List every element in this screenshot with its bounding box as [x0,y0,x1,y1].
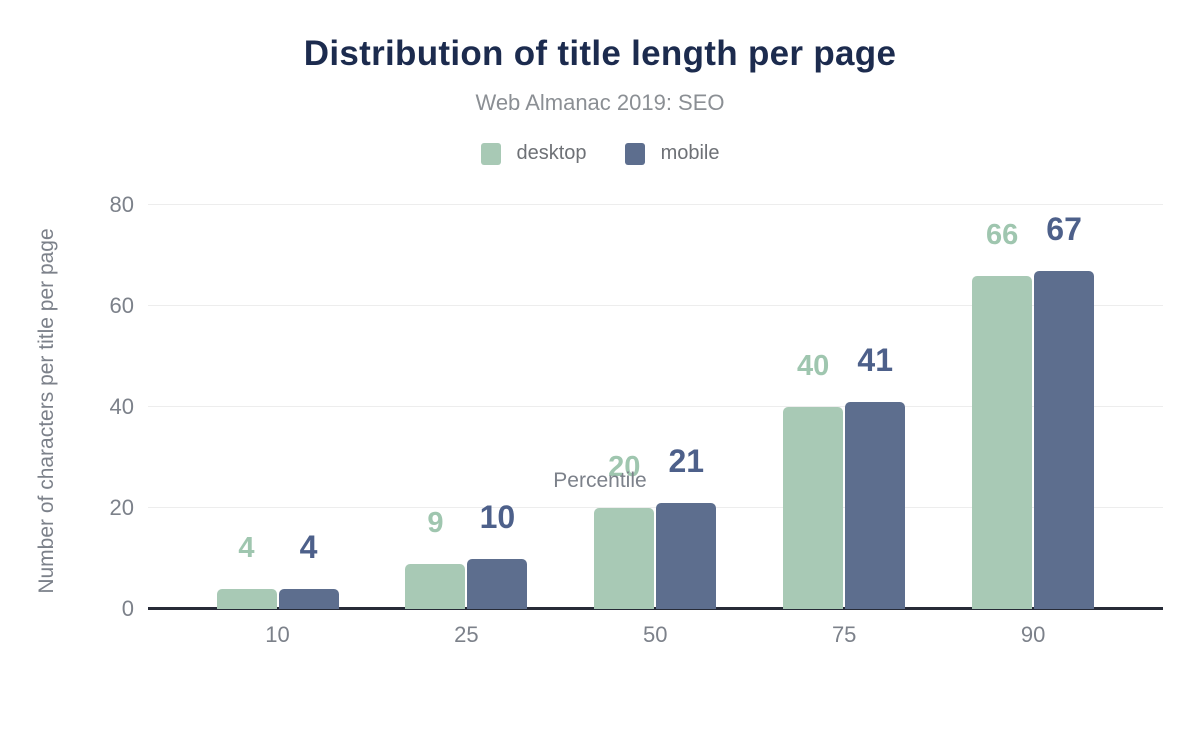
bar-desktop-p10 [216,588,277,609]
bar-value-mobile-p25: 10 [479,498,516,535]
bar-value-desktop-p25: 9 [427,506,444,539]
bar-mobile-p90 [1034,270,1095,609]
bar-group-25: 9 10 [405,205,528,609]
bar-group-50: 20 21 [594,205,717,609]
y-tick-label-80: 80 [109,192,134,217]
gridline-20 [148,507,1163,508]
x-tick-label-25: 25 [454,622,479,647]
y-tick-label-0: 0 [121,596,134,621]
bar-value-mobile-p10: 4 [299,528,318,565]
bar-group-75: 40 41 [783,205,906,609]
bar-value-desktop-p75: 40 [797,350,830,382]
bar-desktop-p50 [594,508,655,609]
gridline-60 [148,305,1163,306]
x-tick-label-50: 50 [643,622,668,647]
legend-item-mobile[interactable]: mobile [624,142,720,165]
desktop-swatch-icon [480,142,501,165]
gridline-80 [148,204,1163,205]
legend: desktop mobile [0,142,1200,165]
y-tick-label-40: 40 [109,394,134,419]
y-tick-label-20: 20 [109,495,134,520]
x-tick-label-10: 10 [265,622,290,647]
legend-item-desktop[interactable]: desktop [480,142,587,165]
plot-area: 0 20 40 60 80 4 4 10 9 10 25 20 21 50 40 41 75 66 67 90 [110,193,1163,647]
y-tick-label-60: 60 [109,293,134,318]
mobile-swatch-icon [624,142,645,165]
bar-value-desktop-p90: 66 [985,218,1019,251]
bar-desktop-p25 [405,563,466,609]
bar-value-mobile-p75: 41 [857,341,893,378]
x-axis-title: Percentile [553,469,647,492]
bar-desktop-p90 [972,275,1033,609]
chart-subtitle: Web Almanac 2019: SEO [475,90,725,115]
bar-value-desktop-p10: 4 [238,531,255,564]
chart-title: Distribution of title length per page [303,34,897,73]
legend-label-desktop: desktop [516,142,587,164]
x-axis-line [148,607,1163,610]
bar-desktop-p75 [783,407,844,609]
bar-mobile-p25 [467,558,528,609]
bar-mobile-p50 [656,502,717,609]
gridline-40 [148,406,1163,407]
bar-mobile-p75 [845,401,906,609]
legend-label-mobile: mobile [660,142,720,164]
x-tick-label-75: 75 [831,622,857,647]
bar-value-mobile-p50: 21 [668,442,705,479]
bar-value-desktop-p50: 20 [608,451,641,483]
bar-value-mobile-p90: 67 [1046,210,1082,247]
bar-mobile-p10 [278,588,339,609]
x-tick-label-90: 90 [1020,622,1046,647]
bar-group-90: 66 67 [972,205,1095,609]
